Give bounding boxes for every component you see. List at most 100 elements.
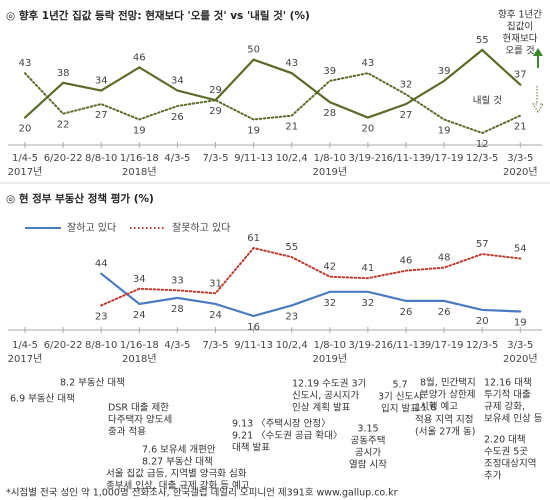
annotation: 12.16 대책 <box>484 378 532 389</box>
data-label: 32 <box>362 298 375 309</box>
data-label: 22 <box>57 120 70 131</box>
data-label: 61 <box>247 233 260 244</box>
data-label: 21 <box>285 122 298 133</box>
data-label: 12 <box>476 139 489 150</box>
x-tick-label: 10/2,4 <box>276 153 308 164</box>
data-label: 29 <box>209 106 222 117</box>
data-label: 44 <box>95 259 108 270</box>
data-label: 19 <box>514 317 527 328</box>
data-label: 54 <box>514 244 527 255</box>
x-tick-label: 3/3-5 <box>507 340 533 351</box>
annotation: 3기 신도시 <box>378 392 422 403</box>
year-label: 2019년 <box>312 353 347 365</box>
data-label: 42 <box>323 262 336 273</box>
data-label: 20 <box>19 124 32 135</box>
data-label: 20 <box>362 124 375 135</box>
x-tick-label: 6/20-22 <box>44 153 83 164</box>
series-line <box>23 48 522 119</box>
x-tick-label: 1/4-5 <box>12 153 38 164</box>
data-label: 27 <box>400 110 413 121</box>
annotation: 8.27 부동산 대책 <box>142 457 213 468</box>
data-label: 19 <box>438 125 451 136</box>
annotation: 12.19 수도권 3기 <box>292 378 366 390</box>
year-label: 2020년 <box>503 353 538 365</box>
annotation: 집값이 <box>507 21 533 33</box>
data-label: 41 <box>362 263 375 274</box>
up-arrow <box>533 48 543 68</box>
data-label: 48 <box>438 253 451 264</box>
annotation: 공시가 <box>355 448 381 459</box>
annotation: 7.6 보유세 개편안 <box>142 444 216 456</box>
x-tick-label: 8/8-10 <box>85 340 117 351</box>
data-label: 24 <box>209 310 222 321</box>
annotation: 수도권 5곳 <box>484 446 528 458</box>
annotation: 종부세 인상, 대출 규제 강화 등 예고 <box>106 481 250 492</box>
annotation: 인상 계획 발표 <box>292 402 351 414</box>
x-tick-label: 6/11-13 <box>387 340 426 351</box>
data-label: 28 <box>323 108 336 119</box>
data-label: 43 <box>285 58 298 69</box>
year-label: 2017년 <box>8 353 43 365</box>
x-tick-label: 7/3-5 <box>202 340 228 351</box>
annotation: 조정대상지역 <box>484 459 536 470</box>
annotation: (서울 27개 동) <box>415 427 476 438</box>
annotation: 서울 집값 급등, 지역별 양극화 심화 <box>106 468 247 480</box>
x-tick-label: 8/8-10 <box>85 153 117 164</box>
annotation: 9.13 〈주택시장 안정〉 <box>232 419 331 430</box>
data-label: 39 <box>323 66 336 77</box>
year-label: 2020년 <box>503 166 538 178</box>
series-line <box>100 246 522 307</box>
annotation: 8.2 부동산 대책 <box>60 378 125 389</box>
x-tick-label: 1/4-5 <box>12 340 38 351</box>
data-label: 37 <box>514 70 527 81</box>
year-label: 2019년 <box>312 166 347 178</box>
data-label: 29 <box>209 85 222 96</box>
x-tick-label: 12/3-5 <box>466 153 498 164</box>
annotation: 투기적 대출 <box>484 389 531 401</box>
data-label: 43 <box>362 58 375 69</box>
annotation: 분양가 상한제 <box>420 390 475 401</box>
annotation: 다주택자 양도세 <box>108 415 172 426</box>
data-label: 57 <box>476 239 489 250</box>
year-label: 2018년 <box>122 353 157 365</box>
data-label: 26 <box>171 112 184 123</box>
data-label: 26 <box>400 307 413 318</box>
annotation: 3.15 <box>357 424 378 435</box>
annotation: 현재보다 <box>503 34 538 45</box>
chart-title: ◎ 향후 1년간 집값 등락 전망: 현재보다 '오를 것' vs '내릴 것'… <box>6 9 310 22</box>
annotation: 2.20 대책 <box>484 435 526 446</box>
annotation: 9.21 〈수도권 공급 확대〉 <box>232 430 342 442</box>
data-label: 46 <box>400 256 413 267</box>
x-tick-label: 12/3-5 <box>466 340 498 351</box>
annotation: 5.7 <box>392 380 407 391</box>
x-tick-label: 9/11-13 <box>234 153 273 164</box>
down-arrow <box>532 86 544 113</box>
data-label: 32 <box>323 298 336 309</box>
data-label: 55 <box>285 242 298 253</box>
annotation: 오를 것 <box>505 46 534 57</box>
legend-label: 잘하고 있다 <box>67 221 116 234</box>
annotation: 규제 강화, <box>484 402 525 413</box>
data-label: 31 <box>209 278 222 289</box>
data-label: 21 <box>514 122 527 133</box>
x-tick-label: 6/20-22 <box>44 340 83 351</box>
data-label: 39 <box>438 66 451 77</box>
x-tick-label: 9/11-13 <box>234 340 273 351</box>
annotation: 중과 적용 <box>108 426 146 438</box>
data-label: 34 <box>171 76 184 87</box>
x-tick-label: 1/16-18 <box>120 340 159 351</box>
year-label: 2018년 <box>122 166 157 178</box>
chart-title: ◎ 현 정부 부동산 정책 평가 (%) <box>6 192 154 205</box>
legend-label: 잘못하고 있다 <box>172 221 230 234</box>
data-label: 55 <box>476 35 489 46</box>
data-label: 23 <box>95 311 108 322</box>
annotation: 시행 예고 <box>420 401 458 413</box>
data-label: 33 <box>171 275 184 286</box>
series-line <box>24 72 522 135</box>
annotation: 대책 발표 <box>232 443 270 454</box>
data-label: 19 <box>133 125 146 136</box>
x-tick-label: 7/3-5 <box>202 153 228 164</box>
data-label: 27 <box>95 110 108 121</box>
data-label: 34 <box>133 274 146 285</box>
data-label: 32 <box>400 79 413 90</box>
